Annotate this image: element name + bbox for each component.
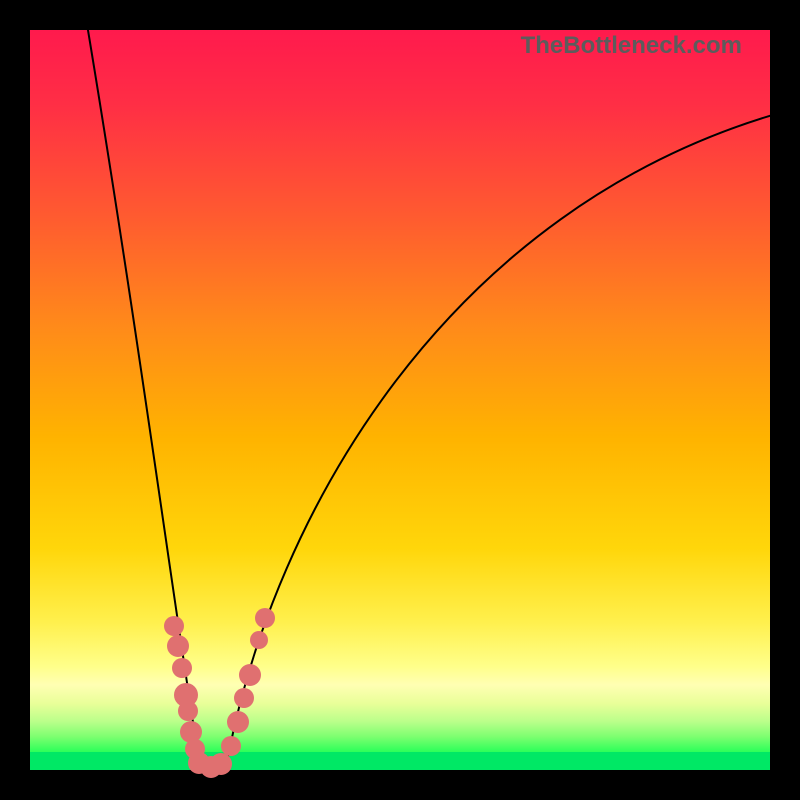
- data-point-marker: [210, 753, 232, 775]
- data-point-marker: [167, 635, 189, 657]
- data-point-marker: [234, 688, 254, 708]
- markers-layer: [30, 30, 770, 770]
- data-point-marker: [227, 711, 249, 733]
- data-point-marker: [172, 658, 192, 678]
- data-point-marker: [255, 608, 275, 628]
- data-point-marker: [178, 701, 198, 721]
- watermark-text: TheBottleneck.com: [521, 32, 742, 60]
- data-point-marker: [221, 736, 241, 756]
- data-point-marker: [239, 664, 261, 686]
- data-point-marker: [164, 616, 184, 636]
- chart-frame: TheBottleneck.com: [0, 0, 800, 800]
- plot-area: [30, 30, 770, 770]
- data-point-marker: [250, 631, 268, 649]
